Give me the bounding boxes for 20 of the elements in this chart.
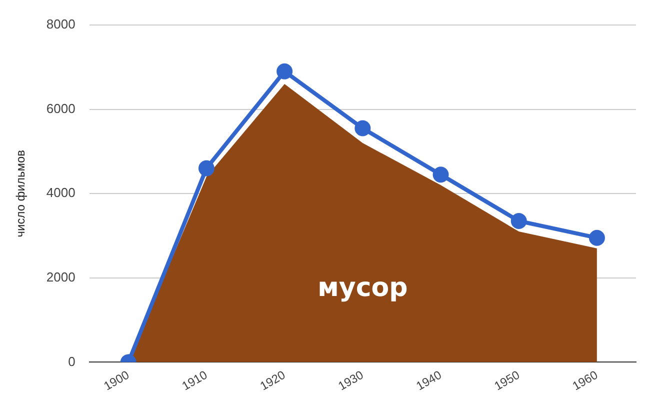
point bbox=[432, 166, 449, 183]
x-tick-label: 1940 bbox=[414, 368, 444, 394]
y-tick-label: 0 bbox=[68, 354, 76, 369]
x-tick-label: 1930 bbox=[336, 368, 366, 394]
series-label: мусор bbox=[318, 272, 408, 303]
x-tick-label: 1960 bbox=[570, 368, 600, 394]
y-tick-label: 8000 bbox=[46, 16, 76, 32]
x-tick-label: 1910 bbox=[179, 368, 210, 394]
point bbox=[198, 160, 214, 176]
y-tick-label: 2000 bbox=[46, 269, 76, 284]
x-tick-label: 1900 bbox=[101, 368, 132, 394]
point bbox=[276, 63, 293, 80]
x-tick-label: 1920 bbox=[258, 368, 288, 394]
y-axis-title: число фильмов bbox=[14, 150, 28, 238]
y-tick-label: 4000 bbox=[46, 185, 76, 200]
point bbox=[510, 212, 527, 229]
x-tick-label: 1950 bbox=[492, 368, 522, 394]
point bbox=[354, 120, 371, 136]
y-tick-label: 6000 bbox=[46, 100, 76, 116]
point bbox=[588, 230, 605, 246]
